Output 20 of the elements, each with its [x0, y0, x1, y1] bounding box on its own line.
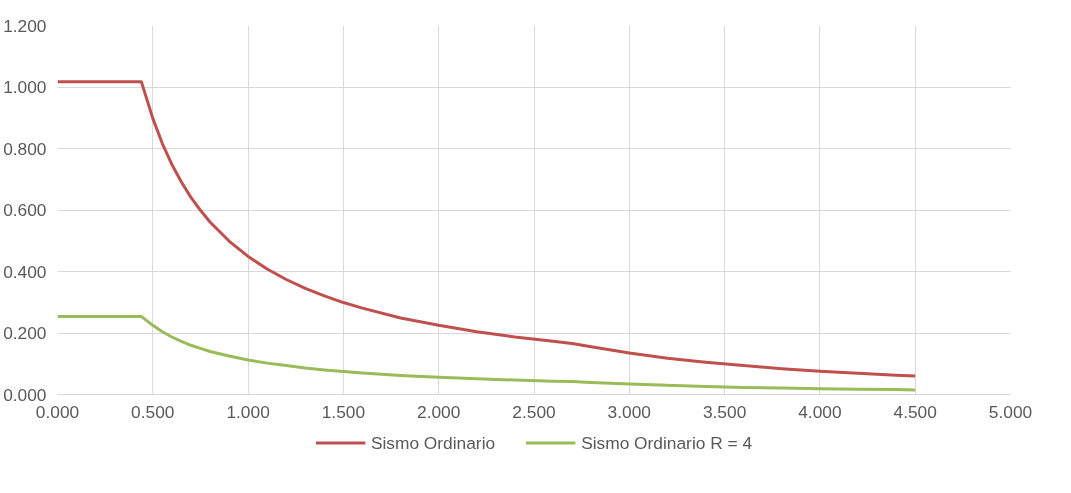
- y-tick-label: 0.200: [3, 323, 47, 343]
- legend-label: Sismo Ordinario R = 4: [581, 432, 753, 453]
- x-tick-label: 4.500: [893, 401, 937, 422]
- x-tick-label: 1.500: [321, 401, 366, 422]
- y-tick-label: 1.200: [3, 15, 47, 36]
- line-series: [57, 314, 917, 392]
- x-tick-label: 2.000: [417, 401, 461, 422]
- y-tick-label: 0.400: [3, 261, 47, 282]
- y-tick-label: 0.800: [3, 138, 47, 159]
- x-tick-label: 4.000: [798, 401, 842, 422]
- x-tick-label: 2.500: [512, 401, 556, 422]
- y-tick-label: 1.000: [3, 77, 47, 97]
- x-tick-label: 0.500: [131, 401, 175, 422]
- line-series: [57, 80, 917, 378]
- x-tick-label: 3.000: [607, 401, 651, 422]
- x-tick-label: 5.000: [988, 401, 1033, 422]
- x-tick-label: 1.000: [226, 401, 270, 422]
- x-tick-label: 3.500: [702, 401, 747, 422]
- y-tick-label: 0.600: [3, 200, 47, 220]
- legend-label: Sismo Ordinario: [370, 432, 496, 453]
